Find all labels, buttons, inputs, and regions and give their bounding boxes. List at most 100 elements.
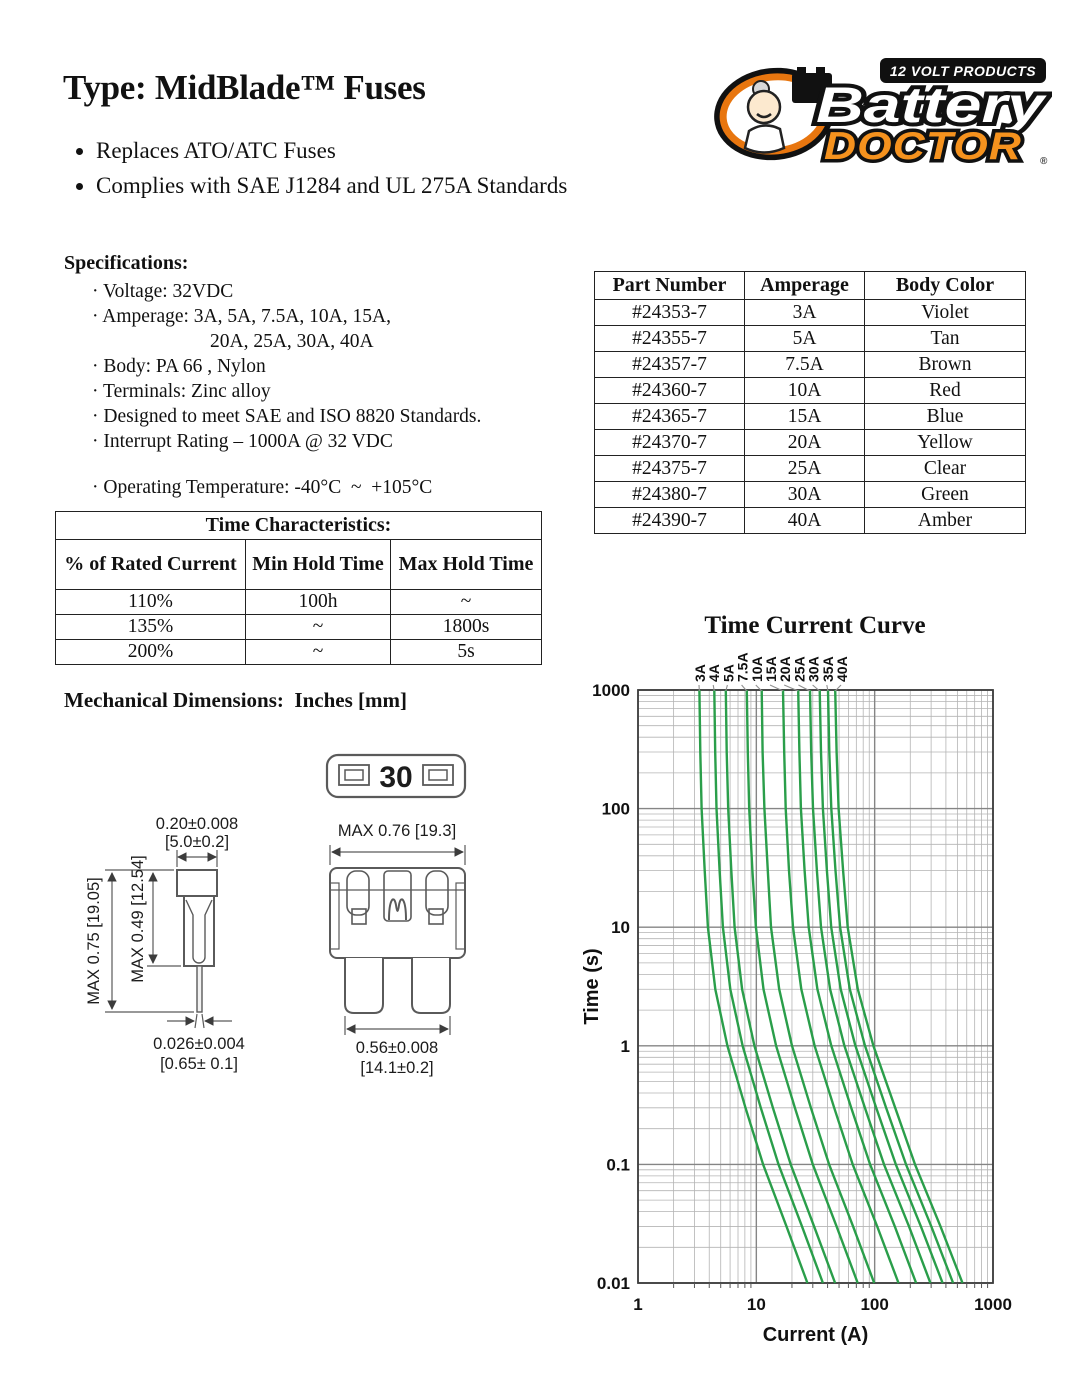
- table-row: #24380-7 30A Green: [594, 481, 1026, 508]
- curve-label-leader: [798, 684, 811, 692]
- mechanical-dimensions-heading: Mechanical Dimensions: Inches [mm]: [64, 688, 407, 712]
- part-cell: #24353-7: [594, 299, 745, 326]
- bullet-item: Replaces ATO/ATC Fuses: [96, 138, 567, 164]
- time-current-curve-chart: 3A4A5A7.5A10A15A20A25A30A35A40A100010010…: [581, 652, 1012, 1346]
- y-tick-label: 10: [611, 918, 630, 937]
- curve-label-leader: [769, 684, 784, 692]
- part-cell: Amber: [864, 507, 1026, 534]
- spec-item: 20A, 25A, 30A, 40A: [210, 331, 374, 352]
- battery-icon: [792, 73, 832, 103]
- curve-label: 15A: [763, 656, 779, 682]
- x-tick-label: 100: [860, 1295, 888, 1314]
- y-tick-label: 0.1: [606, 1155, 630, 1174]
- page-title: Type: MidBlade™ Fuses: [63, 68, 426, 107]
- part-cell: Blue: [864, 403, 1026, 430]
- column-header: Min Hold Time: [245, 539, 391, 590]
- curve-10A: [760, 689, 876, 1284]
- curve-label: 4A: [706, 664, 722, 682]
- time-cell: 135%: [55, 614, 246, 640]
- time-cell: 1800s: [390, 614, 542, 640]
- spec-item: · Voltage: 32VDC: [92, 281, 234, 302]
- part-cell: 20A: [744, 429, 865, 456]
- part-cell: 7.5A: [744, 351, 865, 378]
- column-header: Body Color: [864, 271, 1026, 300]
- front-width-dim: MAX 0.76 [19.3]: [338, 822, 456, 840]
- table-row: #24360-7 10A Red: [594, 377, 1026, 404]
- part-cell: #24365-7: [594, 403, 745, 430]
- curve-label: 5A: [720, 664, 736, 682]
- time-current-curve-title: Time Current Curve: [704, 612, 926, 639]
- table-row: 135% ~1800s: [55, 614, 542, 640]
- x-axis-label: Current (A): [763, 1324, 869, 1346]
- blade-dim-in: 0.56±0.008: [356, 1039, 438, 1057]
- curve-7.5A: [745, 689, 859, 1284]
- curve-label: 35A: [820, 656, 836, 682]
- blade-dim-mm: [14.1±0.2]: [360, 1059, 433, 1077]
- curve-label: 10A: [749, 656, 765, 682]
- curve-label: 3A: [692, 664, 708, 682]
- time-cell: ~: [245, 639, 391, 665]
- part-cell: 40A: [744, 507, 865, 534]
- part-cell: #24357-7: [594, 351, 745, 378]
- part-cell: Brown: [864, 351, 1026, 378]
- fuse-top-view-drawing: [325, 753, 467, 799]
- curve-3A: [698, 689, 809, 1284]
- curve-label-leader: [712, 684, 715, 692]
- time-cell: 200%: [55, 639, 246, 665]
- table-row: #24390-7 40A Amber: [594, 507, 1026, 534]
- y-tick-label: 0.01: [597, 1274, 630, 1293]
- part-cell: #24360-7: [594, 377, 745, 404]
- side-width-dim-in: 0.20±0.008: [156, 815, 238, 833]
- part-cell: Red: [864, 377, 1026, 404]
- part-cell: Tan: [864, 325, 1026, 352]
- x-tick-label: 1: [633, 1295, 642, 1314]
- logo-battery-text: Battery: [816, 77, 1047, 133]
- x-tick-label: 1000: [974, 1295, 1012, 1314]
- table-caption-row: Time Characteristics:: [55, 511, 542, 540]
- curve-label-leader: [812, 684, 821, 692]
- table-header-row: % of Rated Current Min Hold Time Max Hol…: [55, 539, 542, 590]
- time-cell: ~: [390, 589, 542, 615]
- column-header: Part Number: [594, 271, 745, 300]
- spec-item: · Interrupt Rating – 1000A @ 32 VDC: [92, 431, 393, 452]
- curve-15A: [781, 689, 900, 1284]
- curve-label: 25A: [791, 656, 807, 682]
- part-cell: 10A: [744, 377, 865, 404]
- spec-item: · Designed to meet SAE and ISO 8820 Stan…: [92, 406, 482, 427]
- curve-25A: [808, 689, 932, 1284]
- curve-5A: [724, 689, 837, 1284]
- part-cell: 3A: [744, 299, 865, 326]
- logo-banner-text: 12 VOLT PRODUCTS: [890, 63, 1036, 79]
- pin-dim-in: 0.026±0.004: [153, 1035, 245, 1053]
- specifications-list: · Voltage: 32VDC · Amperage: 3A, 5A, 7.5A…: [92, 279, 481, 500]
- table-row: #24353-7 3A Violet: [594, 299, 1026, 326]
- table-row: #24375-7 25A Clear: [594, 455, 1026, 482]
- table-row: 200% ~5s: [55, 639, 542, 665]
- curve-label-leader: [834, 684, 842, 692]
- curve-label-leader: [741, 684, 748, 692]
- logo-banner: 12 VOLT PRODUCTS: [880, 58, 1046, 83]
- y-tick-label: 1: [621, 1037, 630, 1056]
- part-cell: Clear: [864, 455, 1026, 482]
- column-header: Amperage: [744, 271, 865, 300]
- side-width-dim-mm: [5.0±0.2]: [165, 833, 229, 851]
- time-characteristics-table: Time Characteristics: % of Rated Current…: [55, 511, 542, 665]
- part-cell: 15A: [744, 403, 865, 430]
- curve-4A: [713, 689, 825, 1284]
- table-header-row: Part Number Amperage Body Color: [594, 271, 1026, 300]
- table-row: #24365-7 15A Blue: [594, 403, 1026, 430]
- part-cell: #24370-7: [594, 429, 745, 456]
- logo-mascot: [714, 67, 834, 161]
- curve-30A: [818, 689, 944, 1284]
- table-row: 110% 100h ~: [55, 589, 542, 615]
- column-header: Max Hold Time: [390, 539, 542, 590]
- curve-label: 7.5A: [735, 652, 751, 682]
- y-tick-label: 1000: [592, 681, 630, 700]
- table-row: #24355-7 5A Tan: [594, 325, 1026, 352]
- part-cell: 5A: [744, 325, 865, 352]
- y-tick-label: 100: [602, 800, 630, 819]
- part-cell: 30A: [744, 481, 865, 508]
- spec-item: · Amperage: 3A, 5A, 7.5A, 10A, 15A,: [92, 306, 391, 327]
- bullet-item: Complies with SAE J1284 and UL 275A Stan…: [96, 173, 567, 199]
- curve-label: 20A: [777, 656, 793, 682]
